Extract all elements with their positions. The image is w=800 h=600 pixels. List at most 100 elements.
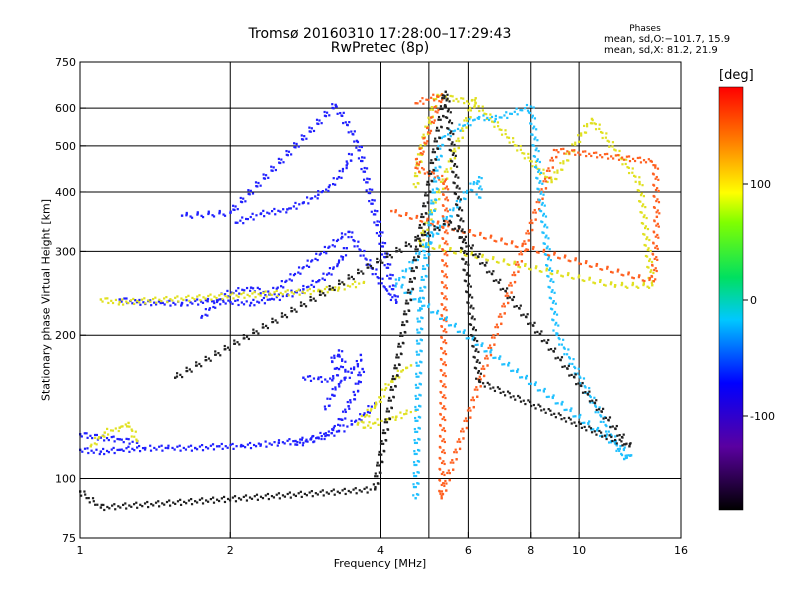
data-point <box>574 257 577 260</box>
data-point <box>149 449 153 452</box>
data-point <box>393 364 397 367</box>
data-point <box>434 169 437 172</box>
data-point <box>366 181 369 184</box>
data-point <box>436 222 439 225</box>
data-point <box>507 136 511 139</box>
data-point <box>314 492 317 495</box>
data-point <box>222 300 225 303</box>
data-point <box>594 411 597 414</box>
data-point <box>648 259 651 263</box>
data-point <box>435 191 439 194</box>
data-point <box>432 180 436 183</box>
data-point <box>415 375 418 378</box>
data-point <box>578 382 582 385</box>
data-point <box>297 492 300 495</box>
data-point <box>441 450 444 454</box>
data-point <box>211 496 215 499</box>
data-point <box>382 442 385 445</box>
data-point <box>333 434 336 437</box>
data-point <box>220 442 223 446</box>
data-point <box>321 277 324 280</box>
data-point <box>256 185 259 188</box>
data-point <box>324 294 327 297</box>
data-point <box>138 449 142 453</box>
data-point <box>642 195 646 198</box>
data-point <box>440 136 443 140</box>
data-point <box>190 370 193 373</box>
data-point <box>264 440 267 443</box>
data-point <box>468 274 471 277</box>
data-point <box>331 183 335 186</box>
data-point <box>322 272 325 275</box>
data-point <box>418 449 421 452</box>
data-point <box>545 341 549 345</box>
data-point <box>147 299 150 302</box>
data-point <box>264 494 267 497</box>
data-point <box>171 299 174 302</box>
data-point <box>265 295 268 298</box>
data-point <box>275 287 278 290</box>
data-point <box>280 158 283 161</box>
data-point <box>306 440 309 443</box>
data-point <box>483 350 486 353</box>
data-point <box>644 225 647 228</box>
data-point <box>453 451 456 454</box>
data-point <box>578 262 581 265</box>
data-point <box>534 136 537 139</box>
data-point <box>475 386 478 389</box>
data-point <box>461 228 464 231</box>
data-point <box>125 447 128 450</box>
data-point <box>490 234 493 237</box>
data-point <box>277 441 281 444</box>
data-point <box>416 182 419 185</box>
data-point <box>441 97 444 100</box>
data-point <box>504 290 507 293</box>
data-point <box>293 308 296 311</box>
data-point <box>438 191 441 194</box>
data-point <box>204 355 207 359</box>
data-point <box>428 183 431 186</box>
data-point <box>531 114 534 117</box>
data-point <box>468 118 471 121</box>
data-point <box>224 445 227 448</box>
data-point <box>443 394 446 397</box>
data-point <box>426 217 429 220</box>
data-point <box>441 270 444 273</box>
data-point <box>400 286 403 289</box>
data-point <box>646 265 649 269</box>
data-point <box>439 154 443 157</box>
data-point <box>353 140 356 143</box>
data-point <box>465 245 468 248</box>
data-point <box>441 259 444 262</box>
data-point <box>319 252 322 255</box>
data-point <box>187 499 191 502</box>
data-point <box>616 270 619 273</box>
data-point <box>268 292 271 295</box>
data-point <box>408 243 411 246</box>
data-point <box>532 127 535 130</box>
data-point <box>428 213 431 216</box>
data-point <box>377 423 380 426</box>
data-point <box>289 207 292 210</box>
data-point <box>525 248 528 251</box>
data-point <box>204 446 208 449</box>
data-point <box>408 217 412 220</box>
data-point <box>320 437 323 441</box>
data-point <box>380 460 383 463</box>
data-point <box>429 161 432 165</box>
data-point <box>362 272 365 275</box>
data-point <box>396 369 399 372</box>
data-point <box>440 347 443 350</box>
data-point <box>309 379 313 382</box>
data-point <box>583 279 586 283</box>
data-point <box>413 452 416 456</box>
data-point <box>530 116 534 119</box>
data-point <box>348 277 351 280</box>
data-point <box>444 318 448 322</box>
data-point <box>551 396 554 400</box>
data-point <box>414 166 417 169</box>
data-point <box>391 388 394 391</box>
data-point <box>474 256 477 259</box>
data-point <box>425 256 428 260</box>
data-point <box>91 497 95 500</box>
